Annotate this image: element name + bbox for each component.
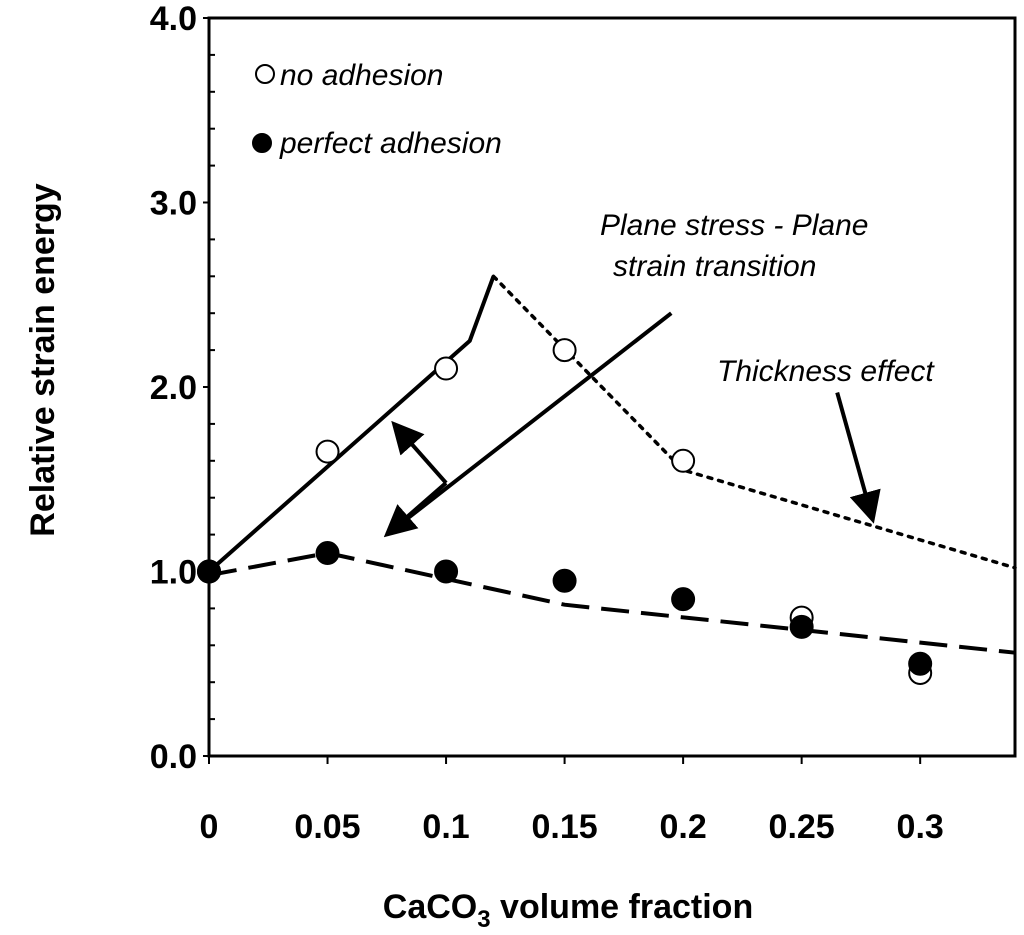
- y-tick-label-0-0: 0.0: [150, 738, 197, 776]
- x-axis-title: CaCO3 volume fraction: [383, 888, 753, 933]
- x-axis-title-prefix: CaCO: [383, 888, 477, 926]
- x-tick-label-0-2: 0.2: [659, 808, 706, 846]
- dotted-trend-line: [491, 274, 1017, 570]
- legend-marker-no-adhesion: [255, 64, 275, 84]
- perfect-adhesion-point: [197, 559, 221, 584]
- no-adhesion-point: [552, 338, 577, 363]
- perfect-adhesion-point: [434, 559, 459, 584]
- legend: no adhesion perfect adhesion: [252, 59, 502, 160]
- x-tick-label-0-15: 0.15: [531, 808, 597, 846]
- x-axis-title-subscript: 3: [477, 906, 490, 933]
- no-adhesion-point: [671, 448, 696, 473]
- legend-label-perfect-adhesion: perfect adhesion: [279, 127, 502, 160]
- transition-label-line2: strain transition: [613, 250, 816, 283]
- x-tick-label-0: 0: [200, 808, 219, 846]
- y-axis-ticks: 0.0 1.0 2.0 3.0 4.0: [150, 0, 209, 776]
- transition-arrow-down: [383, 481, 448, 538]
- legend-label-no-adhesion: no adhesion: [280, 59, 443, 92]
- thickness-arrow: [835, 391, 881, 524]
- x-axis-title-suffix: volume fraction: [491, 888, 754, 926]
- y-axis-title: Relative strain energy: [24, 183, 62, 536]
- x-axis-ticks: 0 0.05 0.1 0.15 0.2 0.25 0.3: [200, 756, 944, 846]
- perfect-adhesion-point: [789, 614, 814, 639]
- thickness-label: Thickness effect: [717, 355, 935, 388]
- dashed-trend-line: [208, 551, 1016, 655]
- trend-lines: [207, 274, 1017, 655]
- transition-label-line1: Plane stress - Plane: [600, 209, 868, 242]
- y-minor-ticks: [209, 53, 215, 721]
- y-tick-label-2-0: 2.0: [150, 369, 197, 407]
- annotation-arrows: [383, 391, 881, 538]
- no-adhesion-point: [315, 439, 340, 464]
- x-tick-label-0-1: 0.1: [422, 808, 469, 846]
- x-tick-label-0-25: 0.25: [769, 808, 835, 846]
- solid-trend-line: [207, 275, 496, 573]
- x-tick-label-0-3: 0.3: [897, 808, 944, 846]
- legend-marker-perfect-adhesion: [252, 133, 272, 153]
- data-points: [197, 338, 933, 685]
- perfect-adhesion-point: [315, 541, 340, 566]
- transition-line-line: [385, 311, 673, 537]
- perfect-adhesion-point: [908, 651, 933, 676]
- y-tick-label-4-0: 4.0: [150, 0, 197, 38]
- y-tick-label-3-0: 3.0: [150, 185, 197, 223]
- transition-arrow-up: [391, 420, 448, 485]
- perfect-adhesion-point: [671, 587, 696, 612]
- perfect-adhesion-point: [552, 568, 577, 593]
- no-adhesion-point: [434, 356, 459, 381]
- x-tick-label-0-05: 0.05: [294, 808, 360, 846]
- y-tick-label-1-0: 1.0: [150, 554, 197, 592]
